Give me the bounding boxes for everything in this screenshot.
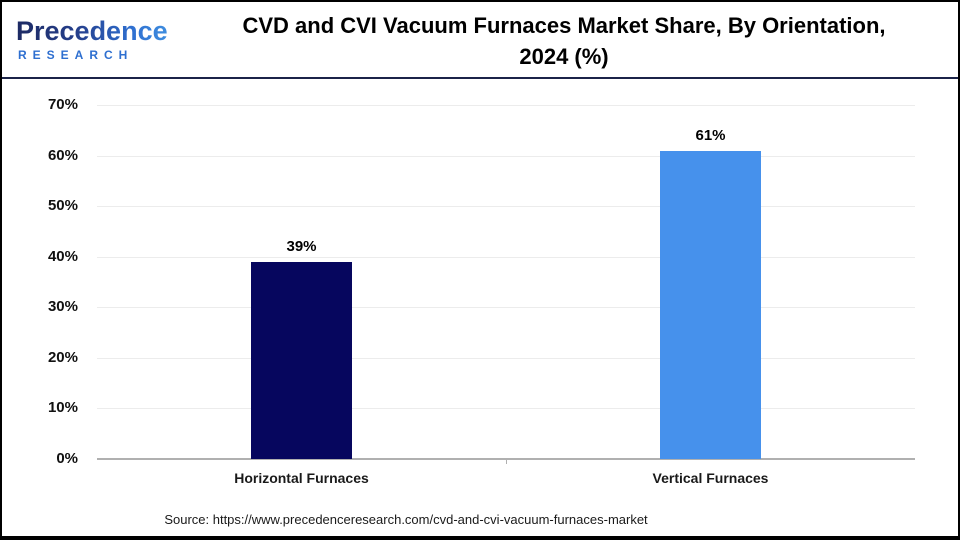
x-axis: Horizontal Furnaces Vertical Furnaces xyxy=(97,469,915,491)
source-text: Source: https://www.precedenceresearch.c… xyxy=(164,512,648,527)
gridline xyxy=(97,408,915,410)
y-axis: 0% 10% 20% 30% 40% 50% 60% 70% xyxy=(20,81,78,505)
chart-area: 0% 10% 20% 30% 40% 50% 60% 70% 39% 61% Horizonta… xyxy=(2,81,958,505)
chart-title-line1: CVD and CVI Vacuum Furnaces Market Share… xyxy=(242,12,886,38)
gridline xyxy=(97,155,915,157)
brand-subname: RESEARCH xyxy=(18,47,134,62)
x-axis-tick xyxy=(506,459,507,464)
y-tick-label: 50% xyxy=(47,197,78,215)
y-tick-label: 30% xyxy=(47,298,78,316)
brand-name: Precedence xyxy=(16,17,170,45)
y-tick-label: 70% xyxy=(47,96,78,113)
bar-horizontal-furnaces xyxy=(251,261,352,459)
y-tick-label: 10% xyxy=(47,399,78,417)
chart-title: CVD and CVI Vacuum Furnaces Market Share… xyxy=(170,8,958,72)
brand-logo: Precedence RESEARCH xyxy=(2,17,170,62)
x-category-label-horizontal-furnaces: Horizontal Furnaces xyxy=(234,470,369,486)
y-tick-label: 20% xyxy=(47,348,78,366)
source-line: Source: https://www.precedenceresearch.c… xyxy=(2,511,810,529)
gridline xyxy=(97,206,915,208)
gridline xyxy=(97,256,915,258)
y-tick-label: 40% xyxy=(47,247,78,265)
value-label-horizontal-furnaces: 39% xyxy=(286,237,317,255)
chart-title-line2: 2024 (%) xyxy=(519,43,609,69)
header: Precedence RESEARCH CVD and CVI Vacuum F… xyxy=(2,2,958,79)
value-label-vertical-furnaces: 61% xyxy=(695,126,726,144)
gridline xyxy=(97,307,915,309)
bar-vertical-furnaces xyxy=(660,150,761,459)
gridline xyxy=(97,105,915,106)
y-tick-label: 0% xyxy=(56,450,78,467)
gridline xyxy=(97,357,915,359)
y-tick-label: 60% xyxy=(47,146,78,164)
x-category-label-vertical-furnaces: Vertical Furnaces xyxy=(652,470,769,486)
plot-area: 39% 61% xyxy=(97,105,915,464)
